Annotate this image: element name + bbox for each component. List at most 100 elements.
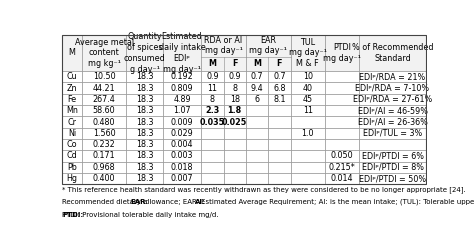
Bar xyxy=(62,116,82,128)
Text: 0.480: 0.480 xyxy=(93,118,116,126)
Text: M: M xyxy=(69,48,75,57)
Text: EDIᵖ/RDA = 21%: EDIᵖ/RDA = 21% xyxy=(359,72,426,81)
Bar xyxy=(325,116,359,128)
Text: 1.560: 1.560 xyxy=(93,129,116,138)
Text: PTDI:: PTDI: xyxy=(62,212,83,218)
Bar xyxy=(201,82,224,94)
Text: Hg: Hg xyxy=(67,174,78,183)
Bar xyxy=(126,162,163,173)
Bar xyxy=(246,173,268,184)
Bar xyxy=(246,128,268,139)
Bar xyxy=(325,71,359,82)
Text: 10.50: 10.50 xyxy=(93,72,116,81)
Bar xyxy=(268,105,291,116)
Bar xyxy=(62,35,426,184)
Bar xyxy=(224,150,246,162)
Bar xyxy=(246,105,268,116)
Text: 18.3: 18.3 xyxy=(136,163,153,172)
Text: 267.4: 267.4 xyxy=(93,95,116,104)
Bar xyxy=(291,162,325,173)
Bar xyxy=(201,150,224,162)
Bar xyxy=(268,150,291,162)
Bar xyxy=(359,128,426,139)
Bar xyxy=(163,173,201,184)
Text: 1.0: 1.0 xyxy=(301,129,314,138)
Bar xyxy=(163,162,201,173)
Text: 0.968: 0.968 xyxy=(93,163,116,172)
Text: Co: Co xyxy=(67,140,77,149)
Text: EAR:: EAR: xyxy=(130,199,148,205)
Text: 1.07: 1.07 xyxy=(173,106,191,115)
Bar xyxy=(201,173,224,184)
Text: M: M xyxy=(253,59,261,68)
Bar xyxy=(126,94,163,105)
Bar xyxy=(325,139,359,150)
Bar xyxy=(82,94,126,105)
Text: Estimated
daily intake
EDIᵖ
mg day⁻¹: Estimated daily intake EDIᵖ mg day⁻¹ xyxy=(159,32,205,73)
Text: 18.3: 18.3 xyxy=(136,106,153,115)
Bar xyxy=(126,71,163,82)
Bar xyxy=(126,35,163,71)
Text: Fe: Fe xyxy=(68,95,77,104)
Bar xyxy=(201,162,224,173)
Bar xyxy=(246,162,268,173)
Bar xyxy=(126,150,163,162)
Bar xyxy=(82,173,126,184)
Bar xyxy=(291,173,325,184)
Bar xyxy=(291,71,325,82)
Text: 8: 8 xyxy=(210,95,215,104)
Text: 0.009: 0.009 xyxy=(171,118,193,126)
Bar xyxy=(163,71,201,82)
Bar xyxy=(359,82,426,94)
Bar xyxy=(126,128,163,139)
Text: 6.8: 6.8 xyxy=(273,84,286,93)
Text: 11: 11 xyxy=(303,106,313,115)
Bar xyxy=(246,150,268,162)
Bar xyxy=(163,105,201,116)
Text: 0.809: 0.809 xyxy=(171,84,193,93)
Text: 0.7: 0.7 xyxy=(273,72,286,81)
Text: 10: 10 xyxy=(303,72,313,81)
Text: F: F xyxy=(232,59,237,68)
Bar xyxy=(224,173,246,184)
Bar xyxy=(201,105,224,116)
Text: 18.3: 18.3 xyxy=(136,72,153,81)
Text: Cd: Cd xyxy=(67,151,77,160)
Text: EDIᵖ/AI = 26-36%: EDIᵖ/AI = 26-36% xyxy=(357,118,428,126)
Bar xyxy=(62,71,82,82)
Bar xyxy=(268,128,291,139)
Bar xyxy=(246,35,291,71)
Text: 18.3: 18.3 xyxy=(136,118,153,126)
Text: Recommended dietary allowance; EAR: Estimated Average Requirement; AI: is the me: Recommended dietary allowance; EAR: Esti… xyxy=(62,199,474,205)
Text: * This reference health standard was recently withdrawn as they were considered : * This reference health standard was rec… xyxy=(62,186,468,192)
Text: 58.60: 58.60 xyxy=(93,106,116,115)
Text: 0.7: 0.7 xyxy=(251,72,264,81)
Text: 18.3: 18.3 xyxy=(136,129,153,138)
Text: M: M xyxy=(209,59,216,68)
Bar xyxy=(359,94,426,105)
Text: 18.3: 18.3 xyxy=(136,151,153,160)
Text: Cu: Cu xyxy=(67,72,77,81)
Bar xyxy=(201,71,224,82)
Text: 8.1: 8.1 xyxy=(273,95,286,104)
Text: 18.3: 18.3 xyxy=(136,174,153,183)
Bar xyxy=(246,139,268,150)
Text: 4.89: 4.89 xyxy=(173,95,191,104)
Bar xyxy=(359,139,426,150)
Text: Cr: Cr xyxy=(68,118,77,126)
Bar xyxy=(291,128,325,139)
Bar xyxy=(268,94,291,105)
Text: 0.025: 0.025 xyxy=(222,118,247,126)
Bar xyxy=(201,139,224,150)
Bar xyxy=(62,173,82,184)
Text: EDIᵖ/RDA = 27-61%: EDIᵖ/RDA = 27-61% xyxy=(353,95,432,104)
Text: EDIᵖ/RDA = 7-10%: EDIᵖ/RDA = 7-10% xyxy=(356,84,429,93)
Bar xyxy=(325,162,359,173)
Bar xyxy=(268,116,291,128)
Bar xyxy=(224,71,246,82)
Bar xyxy=(82,105,126,116)
Text: 8: 8 xyxy=(232,84,237,93)
Text: 0.029: 0.029 xyxy=(171,129,193,138)
Bar xyxy=(224,105,246,116)
Text: 0.035: 0.035 xyxy=(200,118,225,126)
